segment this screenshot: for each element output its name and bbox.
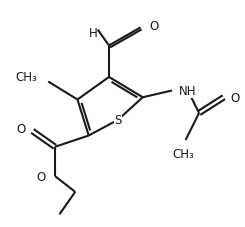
Text: H: H	[89, 27, 98, 39]
Text: CH₃: CH₃	[15, 71, 37, 84]
Text: O: O	[37, 170, 46, 183]
Text: O: O	[149, 20, 159, 32]
Text: O: O	[16, 123, 26, 136]
Text: CH₃: CH₃	[172, 147, 194, 160]
Text: O: O	[231, 91, 240, 104]
Text: S: S	[114, 114, 122, 127]
Text: NH: NH	[179, 85, 196, 98]
